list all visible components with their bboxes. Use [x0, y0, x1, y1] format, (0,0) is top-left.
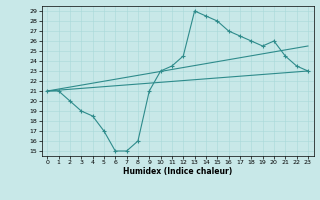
X-axis label: Humidex (Indice chaleur): Humidex (Indice chaleur) [123, 167, 232, 176]
